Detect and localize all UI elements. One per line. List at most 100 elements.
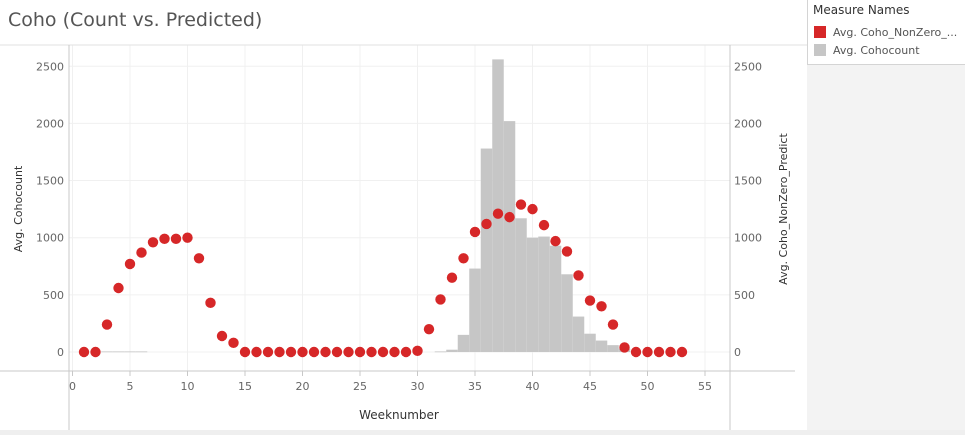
y-axis-label-left: Avg. Cohocount (12, 165, 25, 252)
data-point (124, 258, 136, 270)
data-point (515, 199, 527, 210)
data-point (446, 272, 458, 283)
data-point (423, 323, 435, 335)
data-point (550, 235, 561, 247)
bar (480, 148, 493, 352)
bar (595, 340, 608, 352)
y-tick-label-left: 0 (57, 346, 64, 359)
bar (526, 237, 539, 352)
data-point (573, 270, 584, 281)
data-point (101, 319, 113, 330)
bar (607, 345, 619, 352)
bar (549, 245, 562, 352)
data-point (170, 233, 182, 245)
x-tick-label: 35 (468, 380, 482, 393)
data-point (400, 346, 412, 358)
data-point (159, 233, 170, 245)
y-axis-label-right: Avg. Coho_NonZero_Predict (777, 133, 790, 285)
bar (112, 351, 125, 353)
legend-label: Avg. Cohocount (833, 43, 920, 57)
data-point (136, 247, 147, 258)
data-point (481, 218, 492, 230)
data-point (538, 219, 550, 231)
bar (434, 351, 447, 353)
bar (561, 274, 573, 352)
bar (503, 121, 516, 352)
legend-label: Avg. Coho_NonZero_... (833, 25, 958, 39)
x-tick-label: 55 (698, 380, 712, 393)
data-point (274, 346, 285, 358)
legend-swatch-gray (814, 44, 826, 56)
y-tick-label-right: 2500 (734, 60, 762, 73)
bar (457, 334, 470, 352)
data-point (607, 319, 619, 330)
y-tick-label-left: 2000 (36, 117, 64, 130)
data-point (308, 346, 320, 358)
x-tick-label: 50 (641, 380, 655, 393)
bar (124, 351, 136, 353)
y-tick-label-right: 2000 (734, 117, 762, 130)
data-point (251, 346, 262, 358)
legend-item-count[interactable]: Avg. Cohocount (814, 42, 920, 58)
y-tick-label-right: 1000 (734, 232, 762, 245)
data-point (78, 346, 90, 358)
bar (101, 351, 113, 353)
data-point (182, 232, 193, 243)
bar (584, 333, 596, 352)
data-point (504, 211, 515, 223)
data-point (354, 346, 366, 358)
bar (135, 351, 148, 353)
data-point (297, 346, 308, 358)
data-point (262, 346, 274, 358)
x-tick-label: 0 (69, 380, 76, 393)
y-tick-label-left: 500 (43, 289, 64, 302)
legend: Measure Names Avg. Coho_NonZero_... Avg.… (807, 0, 965, 65)
chart-title: Coho (Count vs. Predicted) (8, 9, 263, 31)
x-tick-label: 20 (296, 380, 310, 393)
data-point (366, 346, 377, 358)
bar (492, 59, 504, 352)
x-tick-label: 30 (411, 380, 425, 393)
data-point (596, 301, 607, 312)
x-axis-label: Weeknumber (359, 408, 439, 422)
data-point (527, 203, 538, 215)
data-point (412, 345, 423, 357)
legend-swatch-red (814, 26, 826, 38)
y-tick-label-right: 500 (734, 289, 755, 302)
data-point (343, 346, 354, 358)
gridlines (69, 45, 730, 371)
legend-item-predicted[interactable]: Avg. Coho_NonZero_... (814, 24, 957, 40)
data-point (389, 346, 400, 358)
data-point (320, 346, 331, 358)
data-point (285, 346, 297, 358)
bottom-strip (0, 430, 965, 435)
data-point (653, 346, 665, 358)
data-point (642, 346, 653, 358)
data-point (147, 237, 159, 248)
x-tick-label: 25 (353, 380, 367, 393)
x-tick-label: 40 (526, 380, 540, 393)
bar (469, 268, 481, 352)
data-point (331, 346, 343, 358)
data-point (561, 246, 573, 257)
x-tick-label: 10 (181, 380, 195, 393)
data-point (205, 297, 216, 309)
legend-title: Measure Names (813, 3, 910, 17)
bar (538, 236, 550, 352)
data-point (619, 342, 630, 353)
data-point (584, 295, 596, 306)
bar (515, 218, 527, 352)
y-tick-label-left: 2500 (36, 60, 64, 73)
data-point (492, 208, 504, 219)
bar-series (101, 59, 631, 353)
data-point (193, 253, 205, 264)
bar (572, 316, 585, 352)
data-point (630, 346, 642, 358)
y-tick-label-right: 1500 (734, 175, 762, 188)
data-point (469, 226, 481, 238)
sidebar-background (807, 65, 965, 435)
x-tick-label: 15 (238, 380, 252, 393)
bar (446, 349, 458, 352)
